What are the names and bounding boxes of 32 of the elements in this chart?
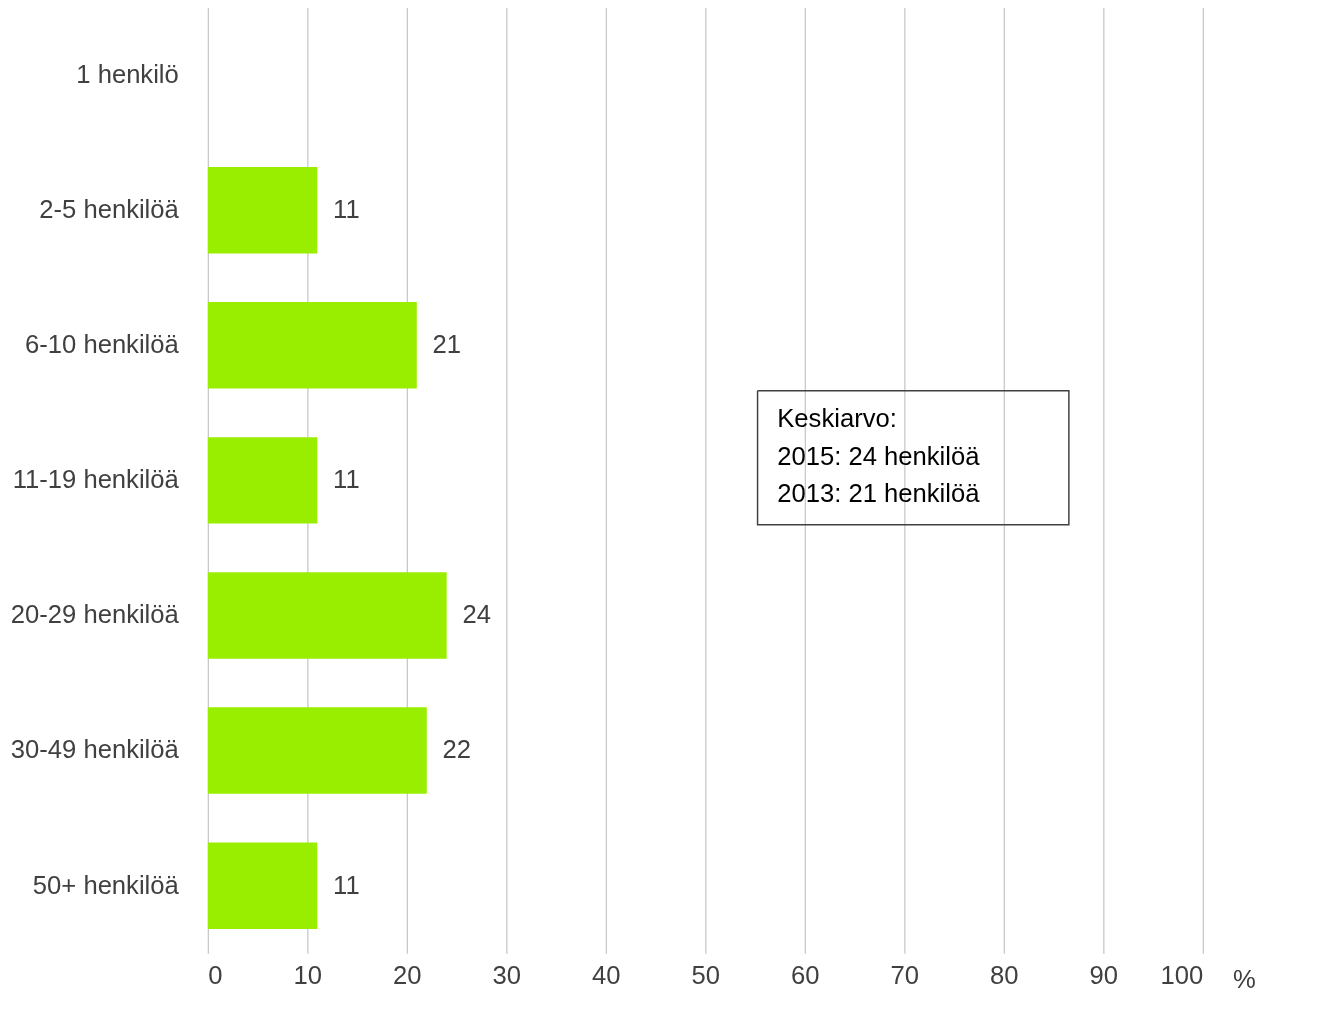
x-tick-label: 10: [293, 961, 323, 990]
x-tick-label: 50: [691, 961, 721, 990]
x-tick-label: 70: [890, 961, 920, 990]
y-tick-label: 11-19 henkilöä: [12, 465, 180, 494]
bar: [207, 166, 318, 254]
x-tick-label: 60: [791, 961, 820, 990]
x-tick-label: 0: [208, 961, 223, 990]
data-label: 22: [442, 735, 472, 764]
y-tick-label: 30-49 henkilöä: [10, 735, 180, 764]
x-tick-label: 80: [990, 961, 1019, 990]
y-tick-label: 20-29 henkilöä: [10, 600, 180, 629]
data-label: 11: [333, 195, 360, 224]
data-label: 21: [432, 330, 462, 359]
bar: [207, 437, 318, 524]
x-tick-label: 100: [1160, 961, 1204, 990]
x-tick-label: 40: [592, 961, 621, 990]
y-tick-label: 50+ henkilöä: [32, 870, 180, 899]
bar: [207, 842, 318, 929]
annotation: Keskiarvo: 2015: 24 henkilöä 2013: 21 henkilöä: [777, 404, 981, 508]
data-label: 11: [333, 870, 360, 899]
bar: [207, 707, 427, 794]
data-label: 11: [333, 465, 360, 494]
data-label: 24: [462, 600, 491, 629]
x-axis-title: %: [1232, 965, 1256, 994]
x-tick-label: 30: [492, 961, 522, 990]
y-tick-label: 2-5 henkilöä: [39, 195, 180, 224]
y-tick-label: 6-10 henkilöä: [25, 330, 180, 359]
x-tick-label: 20: [393, 961, 422, 990]
bar: [207, 572, 447, 659]
x-tick-label: 90: [1089, 961, 1119, 990]
bar: [207, 302, 417, 389]
y-tick-label: 1 henkilö: [76, 59, 179, 88]
